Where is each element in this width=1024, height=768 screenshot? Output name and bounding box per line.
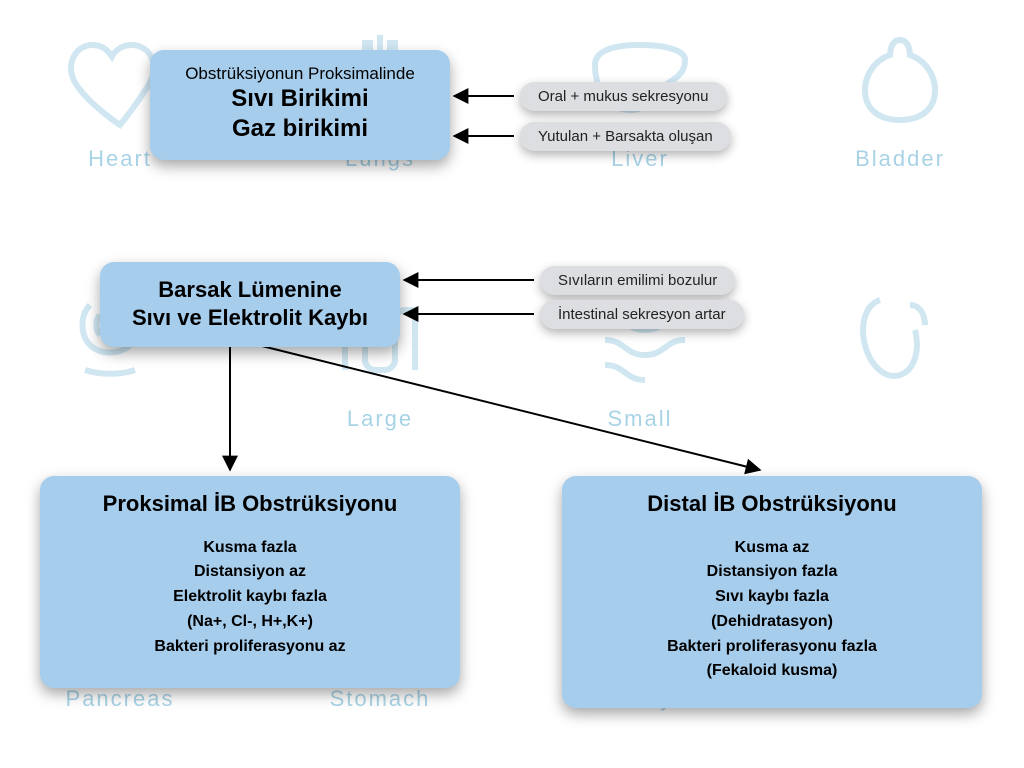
box-accumulation: Obstrüksiyonun Proksimalinde Sıvı Biriki… xyxy=(150,50,450,160)
box-subtitle: Obstrüksiyonun Proksimalinde xyxy=(172,64,428,84)
box-title: Proksimal İB Obstrüksiyonu xyxy=(62,490,438,518)
box-item: (Fekaloid kusma) xyxy=(584,659,960,684)
box-item: Kusma az xyxy=(584,536,960,561)
box-title-line: Sıvı ve Elektrolit Kaybı xyxy=(122,304,378,332)
box-item: Distansiyon fazla xyxy=(584,560,960,585)
pill-secretion-increased: İntestinal sekresyon artar xyxy=(540,300,744,329)
box-title-line: Sıvı Birikimi xyxy=(172,84,428,114)
box-title: Distal İB Obstrüksiyonu xyxy=(584,490,960,518)
box-lumen-loss: Barsak Lümenine Sıvı ve Elektrolit Kaybı xyxy=(100,262,400,347)
box-item: (Na+, Cl-, H+,K+) xyxy=(62,610,438,635)
organ-label: Pancreas xyxy=(20,686,220,712)
box-item: Sıvı kaybı fazla xyxy=(584,585,960,610)
organ-bladder: Bladder xyxy=(800,20,1000,172)
organ-label: Bladder xyxy=(800,146,1000,172)
box-item: Elektrolit kaybı fazla xyxy=(62,585,438,610)
organ-label: Large xyxy=(280,406,480,432)
box-proximal-obstruction: Proksimal İB Obstrüksiyonu Kusma fazlaDi… xyxy=(40,476,460,688)
organ-label: Small xyxy=(540,406,740,432)
organ-label: Stomach xyxy=(280,686,480,712)
box-title-line: Gaz birikimi xyxy=(172,114,428,144)
box-item-list: Kusma fazlaDistansiyon azElektrolit kayb… xyxy=(62,536,438,660)
box-title-line: Barsak Lümenine xyxy=(122,276,378,304)
box-distal-obstruction: Distal İB Obstrüksiyonu Kusma azDistansi… xyxy=(562,476,982,708)
pill-swallowed-bowel: Yutulan + Barsakta oluşan xyxy=(520,122,731,151)
box-item: Bakteri proliferasyonu az xyxy=(62,635,438,660)
box-item: (Dehidratasyon) xyxy=(584,610,960,635)
box-item: Distansiyon az xyxy=(62,560,438,585)
organ-row2-d xyxy=(800,280,1000,432)
box-item-list: Kusma azDistansiyon fazlaSıvı kaybı fazl… xyxy=(584,536,960,685)
box-item: Kusma fazla xyxy=(62,536,438,561)
pill-oral-mucus: Oral + mukus sekresyonu xyxy=(520,82,727,111)
box-item: Bakteri proliferasyonu fazla xyxy=(584,635,960,660)
diagram-stage: Heart Lungs Liver Bladder Large Small Pa… xyxy=(0,0,1024,768)
pill-absorption-impaired: Sıvıların emilimi bozulur xyxy=(540,266,735,295)
